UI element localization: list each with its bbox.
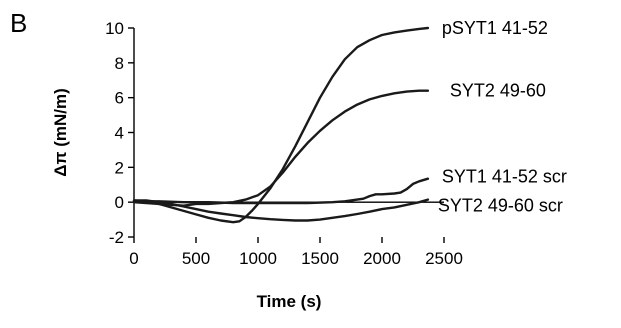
x-axis-title: Time (s)	[257, 292, 322, 311]
series-labels: pSYT1 41-52 SYT2 49-60 SYT1 41-52 scr SYT2 …	[438, 18, 567, 216]
y-tick-label: 4	[115, 124, 124, 143]
y-tick-label: 0	[115, 193, 124, 212]
y-tick-label: -2	[109, 228, 124, 247]
x-tick-label: 0	[129, 249, 138, 268]
series-label: SYT2 49-60	[450, 81, 546, 101]
series-label: SYT1 41-52 scr	[442, 167, 567, 187]
series-line	[132, 198, 430, 222]
y-tick-label: 2	[115, 158, 124, 177]
x-tick-label: 2500	[425, 249, 463, 268]
series-lines	[132, 26, 430, 224]
series-label: pSYT1 41-52	[442, 18, 548, 38]
series-label: SYT2 49-60 scr	[438, 196, 563, 216]
y-tick-label: 8	[115, 54, 124, 73]
y-axis-title-text: Δπ (mN/m)	[51, 88, 70, 177]
x-tick-label: 1000	[239, 249, 277, 268]
y-tick-label: 6	[115, 89, 124, 108]
y-tick-label: 10	[105, 19, 124, 38]
y-axis-title: Δπ (mN/m)	[51, 88, 70, 177]
x-tick-label: 2000	[363, 249, 401, 268]
x-axis-ticks: 0 500 1000 1500 2000 2500	[129, 237, 463, 268]
x-tick-label: 1500	[301, 249, 339, 268]
series-line	[132, 26, 430, 224]
x-tick-label: 500	[182, 249, 210, 268]
series-line	[132, 89, 430, 207]
series-line	[132, 177, 430, 205]
panel-letter: B	[10, 8, 27, 38]
y-axis-ticks: -2 0 2 4 6 8 10	[105, 19, 134, 247]
